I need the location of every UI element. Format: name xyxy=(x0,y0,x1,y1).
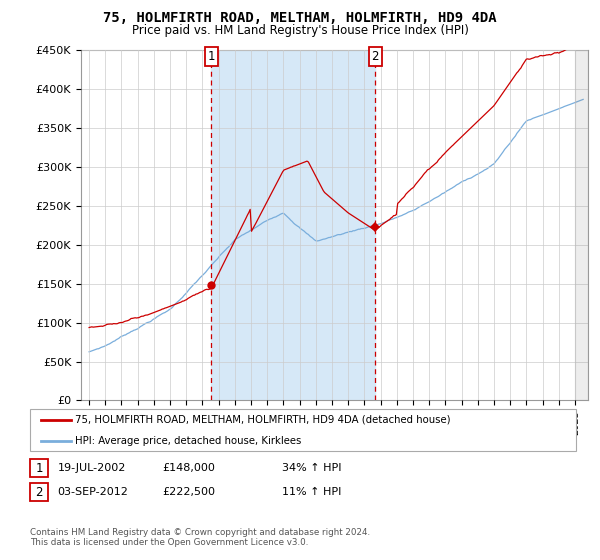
Text: 2: 2 xyxy=(371,50,379,63)
Text: 75, HOLMFIRTH ROAD, MELTHAM, HOLMFIRTH, HD9 4DA: 75, HOLMFIRTH ROAD, MELTHAM, HOLMFIRTH, … xyxy=(103,11,497,25)
Text: 03-SEP-2012: 03-SEP-2012 xyxy=(58,487,128,497)
Bar xyxy=(575,50,588,400)
Text: 34% ↑ HPI: 34% ↑ HPI xyxy=(282,463,341,473)
Text: 1: 1 xyxy=(35,461,43,475)
Text: 19-JUL-2002: 19-JUL-2002 xyxy=(58,463,126,473)
Text: £222,500: £222,500 xyxy=(162,487,215,497)
Text: 75, HOLMFIRTH ROAD, MELTHAM, HOLMFIRTH, HD9 4DA (detached house): 75, HOLMFIRTH ROAD, MELTHAM, HOLMFIRTH, … xyxy=(75,415,451,425)
Text: 2: 2 xyxy=(35,486,43,499)
Text: HPI: Average price, detached house, Kirklees: HPI: Average price, detached house, Kirk… xyxy=(75,436,301,446)
Text: Price paid vs. HM Land Registry's House Price Index (HPI): Price paid vs. HM Land Registry's House … xyxy=(131,24,469,36)
Text: Contains HM Land Registry data © Crown copyright and database right 2024.
This d: Contains HM Land Registry data © Crown c… xyxy=(30,528,370,547)
Text: £148,000: £148,000 xyxy=(162,463,215,473)
Text: 11% ↑ HPI: 11% ↑ HPI xyxy=(282,487,341,497)
Text: 1: 1 xyxy=(208,50,215,63)
Bar xyxy=(211,50,376,400)
